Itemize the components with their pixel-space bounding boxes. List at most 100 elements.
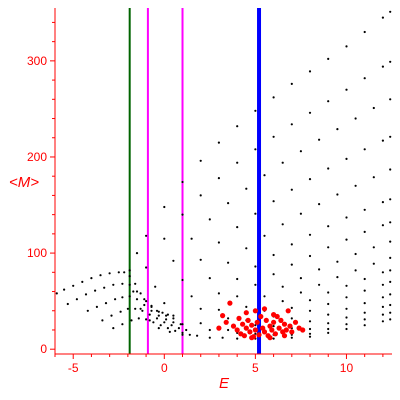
data-point xyxy=(236,295,239,298)
data-point xyxy=(389,221,392,224)
data-point xyxy=(381,16,384,19)
x-tick-label: 5 xyxy=(252,361,259,375)
data-point xyxy=(372,106,375,110)
data-point xyxy=(190,295,193,298)
data-point xyxy=(163,321,166,324)
data-point xyxy=(381,65,384,68)
data-points xyxy=(55,10,392,341)
data-point xyxy=(327,57,330,61)
data-point xyxy=(157,314,160,317)
series-10 xyxy=(168,198,392,333)
data-point xyxy=(172,317,175,320)
data-point xyxy=(290,306,293,309)
data-point xyxy=(363,318,366,321)
x-axis-label: E xyxy=(219,375,230,392)
data-point xyxy=(299,277,302,280)
data-point xyxy=(245,247,248,250)
data-point xyxy=(208,336,211,339)
data-point xyxy=(121,323,124,326)
data-point xyxy=(363,277,366,281)
data-point xyxy=(308,327,312,331)
data-point xyxy=(272,200,275,203)
data-point xyxy=(345,45,348,48)
data-point xyxy=(345,323,348,326)
data-point xyxy=(227,317,230,320)
data-point xyxy=(381,224,384,227)
data-point xyxy=(308,299,312,302)
data-point xyxy=(389,256,392,259)
data-point xyxy=(308,309,312,312)
data-point xyxy=(281,285,284,288)
data-point xyxy=(86,309,89,312)
data-point xyxy=(155,309,159,312)
data-point xyxy=(165,318,168,321)
data-point xyxy=(263,295,266,298)
x-tick-label: 10 xyxy=(340,361,354,375)
series-8 xyxy=(148,135,392,322)
data-point xyxy=(381,305,384,308)
data-point xyxy=(389,198,392,201)
data-point xyxy=(236,226,239,229)
data-point xyxy=(363,77,366,80)
data-point xyxy=(345,284,348,287)
data-point xyxy=(241,333,247,339)
data-point xyxy=(381,320,384,323)
data-point xyxy=(227,328,230,332)
data-point xyxy=(318,283,321,286)
series-11 xyxy=(181,221,392,336)
data-point xyxy=(381,271,384,274)
data-point xyxy=(272,337,275,340)
vertical-lines xyxy=(128,8,262,354)
data-point xyxy=(234,327,240,333)
data-point xyxy=(389,311,392,314)
data-point xyxy=(114,298,117,301)
data-point xyxy=(174,329,177,332)
data-point xyxy=(308,254,312,258)
data-point xyxy=(254,148,257,151)
data-point xyxy=(236,315,242,321)
data-point xyxy=(363,311,366,314)
data-point xyxy=(243,325,249,331)
data-point xyxy=(287,323,293,329)
series-6 xyxy=(132,60,392,293)
data-point xyxy=(230,323,237,329)
data-point xyxy=(199,258,202,261)
data-point xyxy=(75,298,78,301)
data-point xyxy=(308,332,312,335)
series-1 xyxy=(66,282,175,320)
data-point xyxy=(181,180,184,184)
data-point xyxy=(345,88,348,91)
data-point xyxy=(208,218,211,221)
series-16 xyxy=(254,293,392,340)
data-point xyxy=(327,322,330,325)
data-point xyxy=(389,60,392,63)
data-point xyxy=(132,290,135,293)
data-point xyxy=(152,321,155,324)
data-point xyxy=(271,319,277,325)
data-point xyxy=(84,293,88,296)
data-point xyxy=(389,135,392,138)
data-point xyxy=(354,269,357,272)
data-point xyxy=(126,307,129,310)
data-point xyxy=(290,243,293,246)
data-point xyxy=(363,148,366,151)
data-point xyxy=(236,125,239,128)
data-point xyxy=(236,337,239,340)
data-point xyxy=(318,138,321,141)
data-point xyxy=(134,282,137,285)
data-point xyxy=(372,246,375,249)
data-point xyxy=(345,296,348,299)
data-point xyxy=(389,98,392,101)
data-point xyxy=(104,302,108,305)
data-point xyxy=(272,253,275,257)
y-axis-label: <M> xyxy=(9,174,39,191)
series-20 xyxy=(216,300,306,341)
data-point xyxy=(245,317,251,323)
data-point xyxy=(363,230,366,233)
data-point xyxy=(148,319,151,322)
data-point xyxy=(254,324,257,327)
data-point xyxy=(135,252,139,255)
data-point xyxy=(150,304,153,307)
data-point xyxy=(166,327,169,330)
